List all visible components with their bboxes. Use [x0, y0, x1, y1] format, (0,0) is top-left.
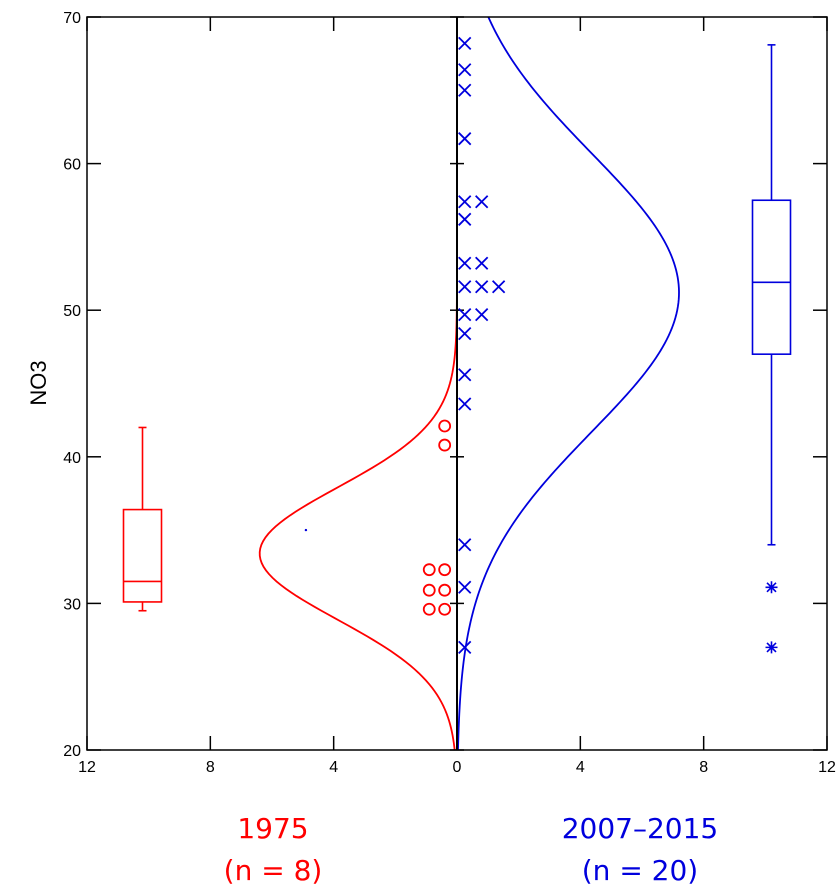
density-curve-1975: [258, 17, 458, 750]
data-point-2007-2015: [458, 307, 472, 322]
data-point-2007-2015: [475, 256, 489, 270]
x-tick-label: 8: [206, 759, 215, 776]
x-tick-label: 4: [576, 759, 585, 776]
density-curve-2007-2015: [457, 17, 680, 750]
data-point-2007-2015: [458, 36, 472, 51]
boxplot-outlier-2007-2015: [765, 581, 778, 594]
x-tick-label: 12: [78, 759, 96, 776]
data-point-2007-2015: [458, 368, 472, 382]
data-point-2007-2015: [475, 280, 489, 294]
boxplot-outlier-2007-2015: [765, 641, 778, 654]
data-point-1975: [438, 563, 452, 577]
data-point-2007-2015: [458, 132, 472, 146]
data-point-2007-2015: [491, 280, 506, 294]
data-point-2007-2015: [458, 327, 472, 341]
data-point-1975: [422, 602, 436, 616]
x-tick-label: 8: [699, 759, 708, 776]
x-tick-label: 12: [818, 759, 836, 776]
boxplot-box-1975: [122, 508, 163, 603]
data-point-2007-2015: [458, 640, 472, 655]
data-point-2007-2015: [458, 83, 472, 97]
data-point-2007-2015: [475, 307, 489, 322]
data-point-1975: [422, 583, 436, 597]
group-label-2007-2015: 2007–2015: [562, 812, 719, 845]
stray-mark: [304, 528, 308, 532]
y-axis-title: NO3: [26, 360, 51, 405]
group-n-label-1975: (n = 8): [224, 854, 323, 887]
data-point-2007-2015: [458, 538, 472, 552]
y-tick-label: 70: [63, 10, 81, 27]
data-point-2007-2015: [458, 580, 472, 594]
data-point-1975: [422, 563, 436, 577]
data-point-2007-2015: [458, 212, 472, 226]
y-tick-label: 50: [63, 303, 81, 320]
data-point-1975: [438, 583, 452, 597]
data-point-2007-2015: [458, 280, 472, 294]
group-label-1975: 1975: [237, 812, 308, 845]
x-tick-label: 0: [453, 759, 462, 776]
group-n-label-2007-2015: (n = 20): [582, 854, 698, 887]
data-point-2007-2015: [458, 397, 472, 411]
x-tick-label: 4: [329, 759, 338, 776]
data-point-1975: [438, 438, 452, 452]
y-tick-label: 40: [63, 450, 81, 467]
y-tick-label: 20: [63, 743, 81, 760]
y-tick-label: 60: [63, 157, 81, 174]
data-point-2007-2015: [475, 195, 489, 209]
data-point-2007-2015: [458, 63, 472, 77]
data-point-2007-2015: [458, 256, 472, 270]
boxplot-box-2007-2015: [751, 199, 792, 355]
y-tick-label: 30: [63, 596, 81, 613]
data-point-1975: [438, 602, 452, 616]
data-point-1975: [438, 419, 452, 433]
data-point-2007-2015: [458, 195, 472, 209]
